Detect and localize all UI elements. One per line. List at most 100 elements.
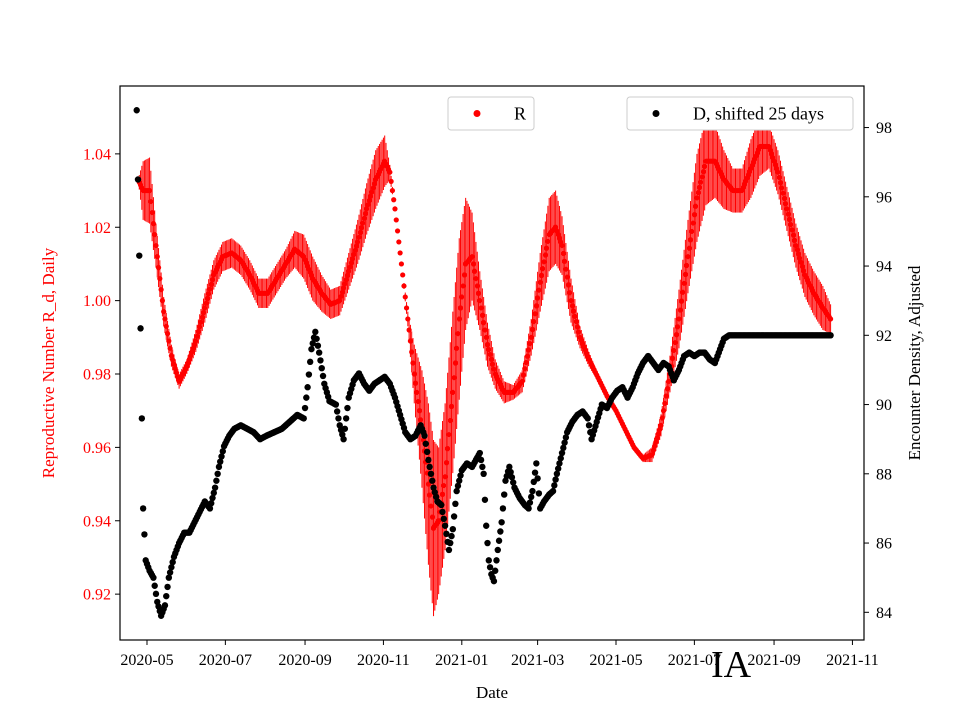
d-point-139 bbox=[312, 328, 319, 336]
d-point-306 bbox=[526, 499, 534, 506]
r-point-164 bbox=[346, 268, 352, 274]
r-point-440 bbox=[700, 169, 706, 175]
r-point-342 bbox=[574, 324, 581, 330]
d-point-162 bbox=[341, 425, 349, 432]
r-point-303 bbox=[524, 353, 530, 359]
d-point-331 bbox=[558, 449, 566, 457]
d-point-131 bbox=[301, 404, 309, 412]
r-point-27 bbox=[170, 357, 176, 363]
r-point-340 bbox=[572, 313, 578, 319]
r-point-214 bbox=[410, 360, 416, 366]
y-right-tick-label-2: 88 bbox=[876, 466, 892, 483]
r-point-501 bbox=[779, 185, 785, 191]
d-point-312 bbox=[534, 475, 541, 482]
r-point-302 bbox=[523, 359, 529, 366]
r-point-308 bbox=[531, 318, 537, 325]
r-point-518 bbox=[801, 268, 807, 274]
r-point-428 bbox=[685, 254, 691, 260]
r-point-405 bbox=[655, 431, 662, 437]
d-point-230 bbox=[429, 477, 436, 484]
r-point-402 bbox=[651, 443, 658, 449]
r-point-504 bbox=[783, 201, 789, 207]
r-point-178 bbox=[364, 206, 370, 212]
r-point-517 bbox=[799, 263, 805, 270]
r-point-316 bbox=[541, 259, 547, 265]
r-point-196 bbox=[387, 169, 393, 175]
d-point-313 bbox=[535, 490, 543, 497]
r-point-23 bbox=[164, 331, 171, 337]
y-right-tick-label-4: 92 bbox=[876, 328, 892, 345]
r-point-251 bbox=[457, 305, 464, 311]
r-point-160 bbox=[340, 285, 347, 291]
r-point-502 bbox=[780, 190, 786, 196]
r-point-229 bbox=[429, 514, 435, 520]
d-point-66 bbox=[218, 453, 225, 460]
r-point-174 bbox=[358, 225, 365, 231]
d-point-239 bbox=[440, 515, 448, 523]
d-point-5 bbox=[139, 505, 147, 512]
r-point-210 bbox=[405, 316, 411, 322]
r-point-200 bbox=[392, 206, 398, 212]
r-point-207 bbox=[401, 283, 407, 289]
r-point-204 bbox=[397, 250, 403, 256]
r-point-213 bbox=[409, 349, 415, 355]
r-point-47 bbox=[195, 328, 201, 335]
r-point-424 bbox=[680, 289, 686, 295]
d-point-141 bbox=[314, 342, 322, 349]
r-point-434 bbox=[693, 203, 699, 209]
legend-r-box bbox=[447, 96, 535, 131]
r-point-162 bbox=[343, 277, 349, 283]
r-point-57 bbox=[208, 281, 214, 287]
r-point-228 bbox=[428, 503, 434, 509]
d-point-64 bbox=[215, 463, 223, 471]
r-point-268 bbox=[479, 312, 485, 318]
d-point-26 bbox=[166, 569, 174, 576]
d-point-286 bbox=[501, 491, 508, 498]
r-point-159 bbox=[339, 289, 345, 295]
d-point-225 bbox=[422, 440, 430, 447]
r-point-338 bbox=[569, 303, 575, 309]
r-point-168 bbox=[351, 251, 357, 258]
d-point-271 bbox=[481, 496, 489, 503]
d-point-155 bbox=[332, 401, 340, 408]
r-point-416 bbox=[669, 355, 676, 361]
r-point-247 bbox=[452, 360, 458, 366]
r-point-180 bbox=[366, 197, 372, 204]
legend-r: R bbox=[447, 96, 535, 131]
d-point-325 bbox=[551, 482, 558, 489]
r-point-51 bbox=[200, 310, 207, 316]
r-point-206 bbox=[400, 272, 406, 278]
plot-frame bbox=[119, 85, 865, 641]
r-point-18 bbox=[158, 287, 164, 293]
r-point-306 bbox=[528, 334, 534, 340]
r-point-319 bbox=[545, 238, 551, 245]
r-point-56 bbox=[207, 286, 213, 292]
r-point-253 bbox=[460, 283, 466, 289]
r-point-238 bbox=[441, 482, 447, 489]
d-point-305 bbox=[525, 505, 532, 512]
r-point-158 bbox=[338, 293, 344, 300]
r-point-409 bbox=[660, 408, 667, 414]
y-left-tick-label-0: 0.92 bbox=[83, 587, 111, 604]
d-point-240 bbox=[441, 522, 449, 529]
d-point-333 bbox=[561, 439, 568, 446]
r-point-423 bbox=[678, 298, 685, 304]
r-point-334 bbox=[564, 274, 570, 280]
r-point-15 bbox=[154, 254, 160, 260]
d-point-224 bbox=[421, 432, 428, 439]
r-point-30 bbox=[173, 370, 180, 376]
r-point-330 bbox=[559, 242, 565, 249]
r-point-45 bbox=[193, 338, 199, 344]
r-point-301 bbox=[522, 366, 528, 372]
r-point-300 bbox=[520, 372, 527, 378]
d-point-28 bbox=[169, 558, 176, 566]
d-point-311 bbox=[533, 460, 540, 467]
r-point-335 bbox=[565, 282, 572, 288]
r-point-216 bbox=[412, 380, 419, 386]
x-axis-label: Date bbox=[476, 683, 508, 702]
d-point-292 bbox=[508, 474, 516, 481]
r-point-508 bbox=[788, 222, 794, 228]
x-tick-label-0: 2020-05 bbox=[120, 652, 173, 669]
x-tick-label-8: 2021-09 bbox=[747, 652, 800, 669]
r-point-305 bbox=[527, 341, 533, 347]
